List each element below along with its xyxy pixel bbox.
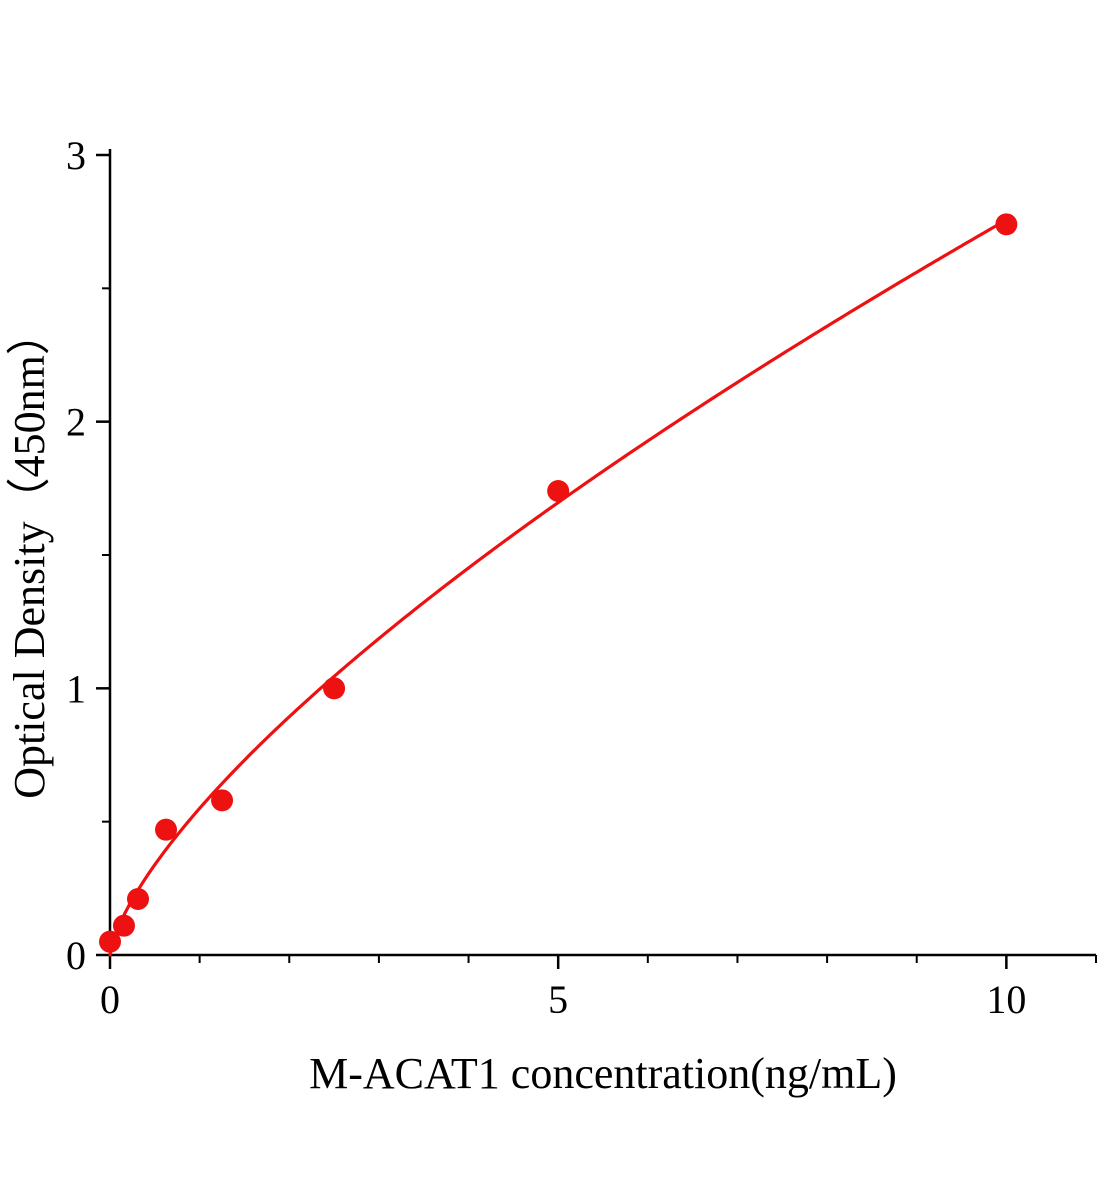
y-tick-label: 3: [66, 133, 86, 178]
x-axis-title: M-ACAT1 concentration(ng/mL): [309, 1049, 897, 1098]
data-point: [112, 914, 135, 937]
data-point: [211, 789, 234, 812]
data-point: [99, 930, 121, 953]
x-tick-label: 10: [986, 977, 1026, 1022]
fit-curve: [108, 218, 1008, 957]
data-point: [547, 480, 570, 502]
data-point: [323, 677, 346, 700]
y-tick-label: 2: [66, 400, 86, 445]
plot-area: 0 5 10 0 1 2 3: [66, 133, 1097, 1022]
x-tick-label: 5: [548, 977, 568, 1022]
y-axis-title: Optical Density（450nm）: [5, 311, 54, 799]
y-tick-label: 0: [66, 933, 86, 978]
data-point: [155, 818, 178, 841]
data-point: [127, 888, 150, 910]
data-point: [995, 213, 1018, 236]
x-tick-label: 0: [100, 977, 120, 1022]
y-tick-label: 1: [66, 666, 86, 711]
